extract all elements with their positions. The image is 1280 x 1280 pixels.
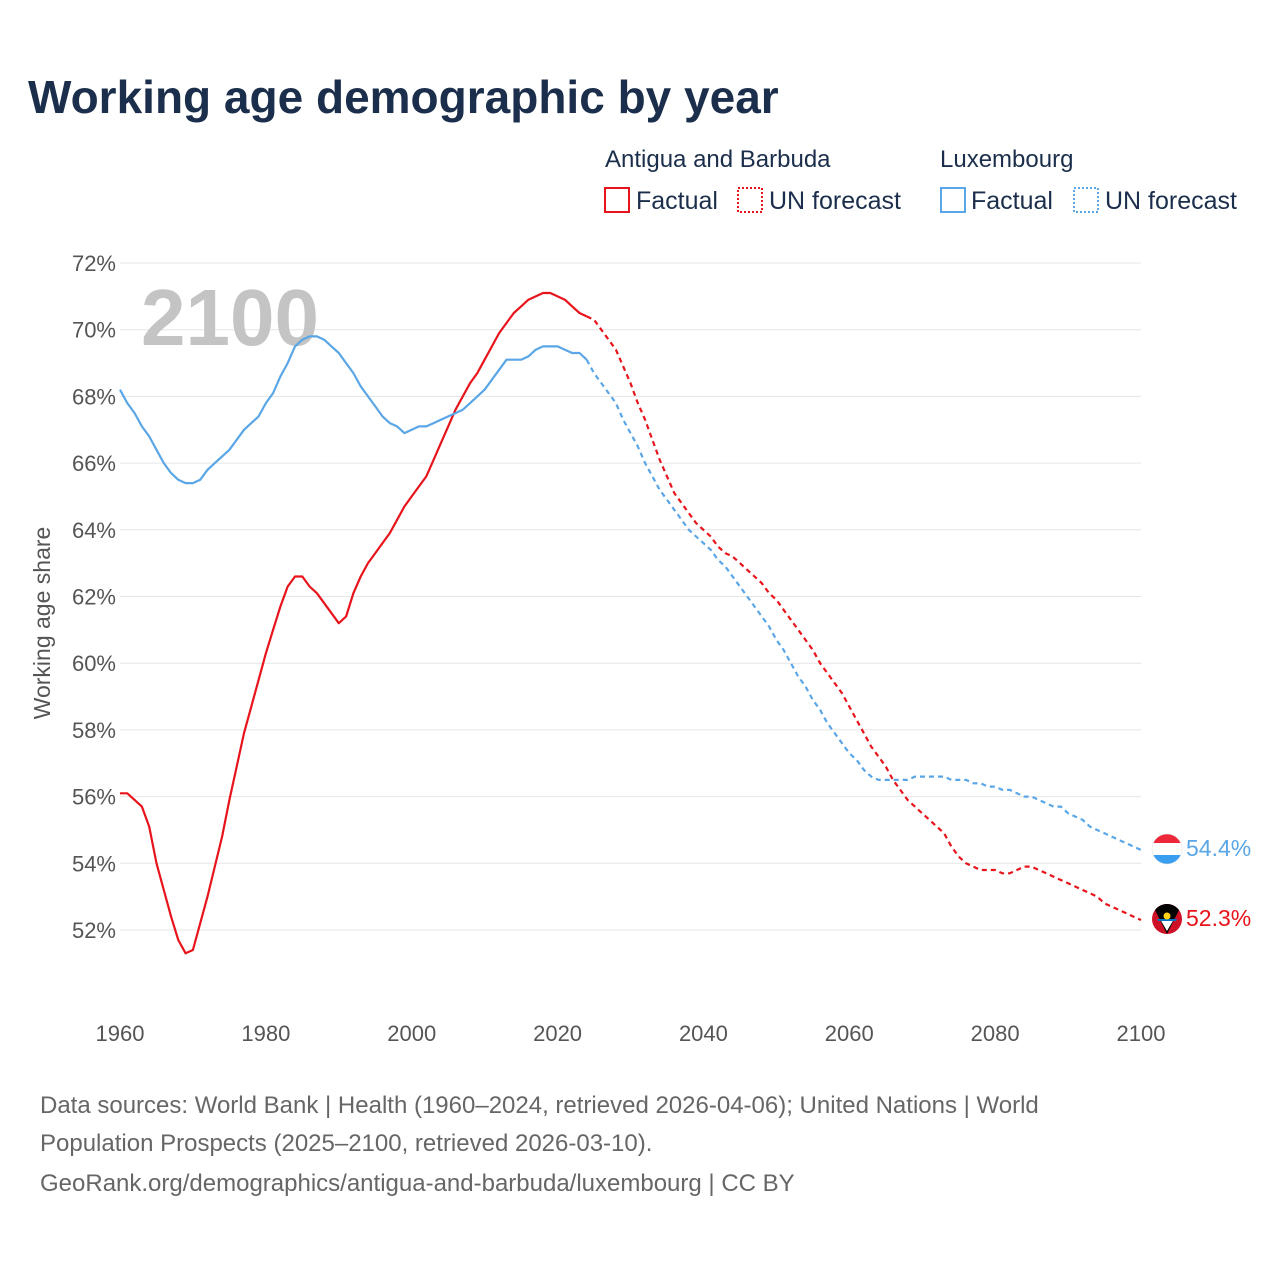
legend-label-antigua-factual: Factual xyxy=(636,187,718,215)
x-tick-label: 2060 xyxy=(825,1021,874,1046)
y-axis-ticks: 52% 54% 56% 58% 60% 62% 64% 66% 68% 70% 72% xyxy=(72,251,116,943)
x-tick-label: 1960 xyxy=(96,1021,145,1046)
source-line-2: Population Prospects (2025–2100, retriev… xyxy=(40,1130,652,1157)
antigua-end-label: 52.3% xyxy=(1186,905,1251,931)
legend-label-luxembourg-forecast: UN forecast xyxy=(1105,187,1237,215)
legend-swatch-luxembourg-factual xyxy=(940,187,966,213)
legend-swatch-luxembourg-forecast xyxy=(1073,187,1099,213)
y-tick-label: 64% xyxy=(72,518,116,543)
antigua-and-barbuda-flag-icon xyxy=(1152,904,1182,934)
antigua-and-barbuda-factual-line xyxy=(120,291,588,955)
y-tick-label: 52% xyxy=(72,918,116,943)
y-tick-label: 70% xyxy=(72,318,116,343)
legend-group-antigua: Antigua and Barbuda xyxy=(605,146,831,173)
luxembourg-forecast-line xyxy=(585,359,1142,851)
x-tick-label: 2080 xyxy=(971,1021,1020,1046)
legend-label-antigua-forecast: UN forecast xyxy=(769,187,901,215)
x-axis-ticks: 1960 1980 2000 2020 2040 2060 2080 2100 xyxy=(96,1021,1166,1046)
y-tick-label: 68% xyxy=(72,384,116,409)
source-line-3: GeoRank.org/demographics/antigua-and-bar… xyxy=(40,1170,795,1197)
x-tick-label: 1980 xyxy=(241,1021,290,1046)
legend-label-luxembourg-factual: Factual xyxy=(971,187,1053,215)
luxembourg-flag-icon xyxy=(1151,833,1183,865)
x-tick-label: 2020 xyxy=(533,1021,582,1046)
source-line-1: Data sources: World Bank | Health (1960–… xyxy=(40,1092,1039,1119)
y-tick-label: 54% xyxy=(72,851,116,876)
y-tick-label: 56% xyxy=(72,785,116,810)
y-tick-label: 60% xyxy=(72,651,116,676)
y-tick-label: 72% xyxy=(72,251,116,276)
legend: Antigua and Barbuda Factual UN forecast … xyxy=(604,146,1237,215)
legend-group-luxembourg: Luxembourg xyxy=(940,146,1073,173)
y-tick-label: 66% xyxy=(72,451,116,476)
series xyxy=(119,291,1142,955)
year-watermark: 2100 xyxy=(141,273,319,362)
grid xyxy=(120,262,1141,931)
y-tick-label: 58% xyxy=(72,718,116,743)
antigua-and-barbuda-forecast-line xyxy=(586,315,1142,922)
chart-title: Working age demographic by year xyxy=(28,71,779,123)
x-tick-label: 2040 xyxy=(679,1021,728,1046)
x-tick-label: 2100 xyxy=(1117,1021,1166,1046)
y-axis-label: Working age share xyxy=(29,527,55,720)
y-tick-label: 62% xyxy=(72,585,116,610)
legend-swatch-antigua-factual xyxy=(604,187,630,213)
legend-swatch-antigua-forecast xyxy=(737,187,763,213)
luxembourg-end-label: 54.4% xyxy=(1186,835,1251,861)
x-tick-label: 2000 xyxy=(387,1021,436,1046)
luxembourg-factual-line xyxy=(119,335,588,485)
